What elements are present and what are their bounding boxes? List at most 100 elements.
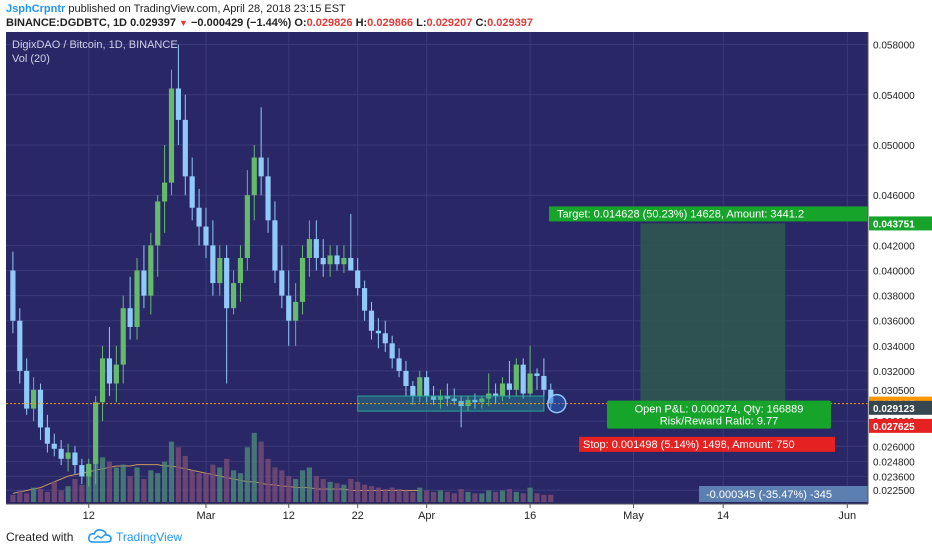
volume-bar xyxy=(37,489,44,502)
volume-bar xyxy=(362,484,368,502)
volume-bar xyxy=(155,473,161,502)
candle-body xyxy=(17,320,23,371)
volume-bar xyxy=(341,484,347,502)
volume-bar xyxy=(458,489,464,502)
volume-bar xyxy=(168,441,175,502)
volume-bar xyxy=(513,491,519,502)
open-value: 0.029826 xyxy=(306,17,353,29)
x-tick-label: Apr xyxy=(418,510,435,522)
tradingview-brand[interactable]: TradingView xyxy=(116,530,183,544)
candle-body xyxy=(58,448,64,459)
candle-body xyxy=(134,270,140,327)
volume-indicator-label: Vol (20) xyxy=(12,53,50,65)
volume-bar xyxy=(506,489,512,502)
close-label: C: xyxy=(475,17,488,29)
pnl-label: Open P&L: 0.000274, Qty: 166889 xyxy=(635,404,804,416)
open-label: O: xyxy=(294,17,307,29)
candle-body xyxy=(534,373,540,376)
volume-bar xyxy=(465,491,471,502)
volume-bar xyxy=(237,473,244,502)
volume-bar xyxy=(65,486,71,502)
volume-bar xyxy=(410,491,416,502)
candle-body xyxy=(355,270,361,289)
author-link[interactable]: JsphCrpntr xyxy=(6,3,66,15)
volume-bar xyxy=(541,494,547,502)
volume-bar xyxy=(417,487,423,502)
volume-bar xyxy=(196,473,202,502)
volume-bar xyxy=(224,458,230,502)
volume-bar xyxy=(375,487,381,502)
volume-bar xyxy=(527,487,533,502)
candle-body xyxy=(72,452,78,466)
volume-bar xyxy=(486,490,492,502)
chart-title: DigixDAO / Bitcoin, 1D, BINANCE xyxy=(12,39,178,51)
position-handle xyxy=(547,393,567,414)
last-price: 0.029397 xyxy=(130,17,176,29)
volume-bar xyxy=(141,478,147,502)
volume-bar xyxy=(279,470,285,502)
x-tick-label: Mar xyxy=(197,510,216,522)
y-tick-label: 0.024800 xyxy=(873,457,915,468)
volume-bar xyxy=(265,458,271,502)
price-chart[interactable]: Target: 0.014628 (50.23%) 14628, Amount:… xyxy=(6,32,932,524)
y-tick-label: 0.034000 xyxy=(873,342,915,353)
volume-bar xyxy=(548,494,554,502)
price-axis-background xyxy=(868,32,932,524)
candle-body xyxy=(541,375,547,390)
y-tick-label: 0.042000 xyxy=(873,241,915,252)
candle-body xyxy=(141,270,147,296)
volume-bar xyxy=(120,464,126,502)
volume-bar xyxy=(520,493,526,502)
rr-label: Risk/Reward Ratio: 9.77 xyxy=(660,416,779,428)
axis-target-price: 0.043751 xyxy=(873,219,915,230)
volume-bar xyxy=(113,467,119,502)
volume-bar xyxy=(444,491,450,502)
volume-bar xyxy=(327,481,333,502)
candle-body xyxy=(113,364,119,384)
volume-bar xyxy=(424,490,430,502)
candle-body xyxy=(120,308,126,365)
low-value: 0.029207 xyxy=(426,17,473,29)
volume-bar xyxy=(127,476,133,502)
publish-info: published on TradingView.com, April 28, … xyxy=(68,3,346,15)
candle-body xyxy=(272,220,278,271)
candle-body xyxy=(203,226,209,246)
down-triangle-icon: ▼ xyxy=(179,18,188,28)
candle-body xyxy=(210,245,216,284)
stop-label: Stop: 0.001498 (5.14%) 1498, Amount: 750 xyxy=(583,439,795,451)
candle-body xyxy=(410,386,416,397)
candle-body xyxy=(458,401,464,407)
candle-body xyxy=(230,283,237,309)
summary-label-bg xyxy=(699,486,868,502)
volume-bar xyxy=(148,470,154,502)
candle-body xyxy=(251,157,257,196)
candle-body xyxy=(341,257,347,265)
candle-body xyxy=(403,370,409,386)
candle-body xyxy=(334,255,340,265)
volume-bar xyxy=(106,461,113,502)
axis-entry-price: 0.029123 xyxy=(873,404,915,415)
time-axis-background xyxy=(6,504,932,524)
candle-body xyxy=(224,257,230,309)
y-tick-label: 0.036000 xyxy=(873,317,915,328)
candle-body xyxy=(368,310,375,331)
target-zone xyxy=(640,223,786,408)
volume-bar xyxy=(334,483,340,502)
y-tick-label: 0.023600 xyxy=(873,472,915,483)
candle-body xyxy=(320,257,326,265)
candle-body xyxy=(237,257,244,284)
target-label: Target: 0.014628 (50.23%) 14628, Amount:… xyxy=(557,208,804,220)
volume-bar xyxy=(134,467,140,502)
candle-body xyxy=(362,288,368,311)
volume-bar xyxy=(493,491,499,502)
candle-body xyxy=(382,333,388,344)
candle-body xyxy=(175,88,181,120)
chart-area[interactable]: Target: 0.014628 (50.23%) 14628, Amount:… xyxy=(6,32,932,524)
volume-bar xyxy=(451,493,457,502)
volume-bar xyxy=(534,493,540,502)
candle-body xyxy=(430,396,437,400)
y-tick-label: 0.058000 xyxy=(873,41,915,52)
candle-body xyxy=(451,398,457,402)
volume-bar xyxy=(403,490,409,502)
volume-bar xyxy=(355,481,361,502)
